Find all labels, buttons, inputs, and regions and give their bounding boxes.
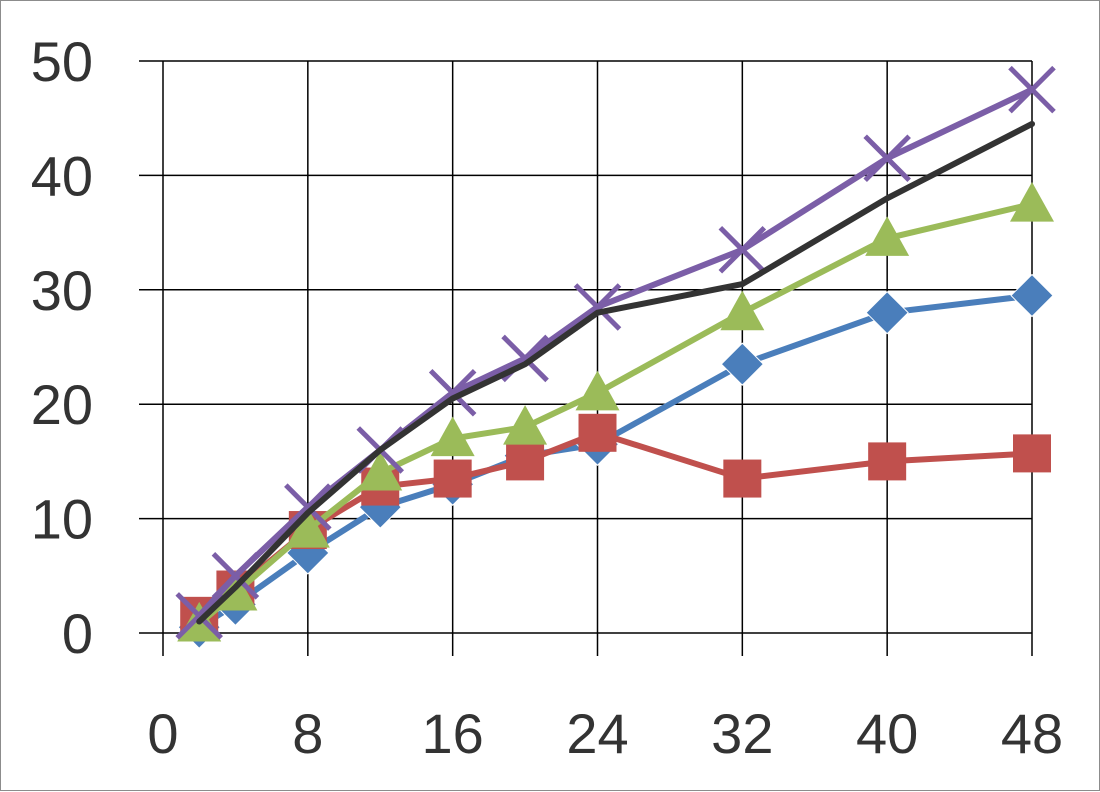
triangle-marker bbox=[1010, 182, 1054, 222]
x-marker bbox=[863, 134, 911, 183]
x-tick-label: 48 bbox=[1001, 702, 1063, 765]
diamond-marker bbox=[720, 342, 765, 386]
series-line bbox=[196, 120, 1035, 625]
x-tick-label: 0 bbox=[147, 702, 178, 765]
triangle-marker bbox=[575, 370, 620, 411]
x-marker bbox=[211, 552, 260, 600]
triangle-marker bbox=[358, 450, 403, 491]
x-tick-label: 24 bbox=[566, 702, 628, 765]
square-marker bbox=[723, 459, 762, 498]
square-marker bbox=[433, 459, 472, 498]
series-line bbox=[196, 86, 1035, 619]
square-marker bbox=[868, 442, 907, 481]
triangle-marker bbox=[430, 416, 475, 457]
x-marker bbox=[718, 225, 767, 274]
series-5 bbox=[196, 120, 1035, 625]
triangle-marker bbox=[503, 405, 548, 445]
x-tick-label: 40 bbox=[856, 702, 918, 765]
diamond-marker bbox=[1010, 273, 1054, 318]
x-marker bbox=[284, 483, 332, 531]
y-tick-label: 10 bbox=[31, 488, 93, 551]
square-marker bbox=[578, 413, 617, 452]
triangle-marker bbox=[720, 290, 765, 331]
x-tick-label: 32 bbox=[711, 702, 773, 765]
diamond-marker bbox=[865, 290, 909, 335]
y-axis-tick-labels: 0 10 20 30 40 50 bbox=[31, 30, 93, 665]
y-tick-label: 0 bbox=[62, 602, 93, 665]
x-marker bbox=[1008, 65, 1056, 114]
triangle-marker bbox=[865, 216, 910, 256]
x-axis-tick-labels: 0 8 16 24 32 40 48 bbox=[147, 702, 1063, 765]
series-layer bbox=[175, 65, 1056, 649]
series-3 bbox=[177, 182, 1054, 642]
series-line bbox=[196, 201, 1035, 627]
y-tick-label: 50 bbox=[31, 30, 93, 93]
y-tick-label: 30 bbox=[31, 259, 93, 322]
x-marker bbox=[175, 592, 223, 640]
square-marker bbox=[1013, 434, 1051, 473]
triangle-marker bbox=[285, 508, 330, 548]
y-tick-label: 20 bbox=[31, 373, 93, 436]
series-4 bbox=[175, 65, 1056, 640]
x-tick-label: 8 bbox=[292, 702, 323, 765]
y-tick-label: 40 bbox=[31, 144, 93, 207]
x-tick-label: 16 bbox=[422, 702, 484, 765]
square-marker bbox=[506, 442, 545, 481]
